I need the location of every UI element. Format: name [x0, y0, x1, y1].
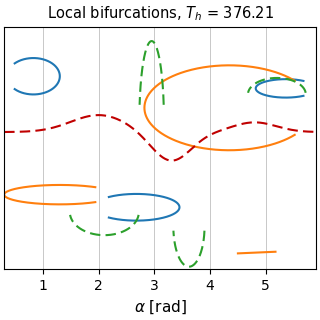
Title: Local bifurcations, $T_h$ = 376.21: Local bifurcations, $T_h$ = 376.21: [46, 4, 274, 23]
X-axis label: $\alpha$ [rad]: $\alpha$ [rad]: [133, 299, 187, 316]
